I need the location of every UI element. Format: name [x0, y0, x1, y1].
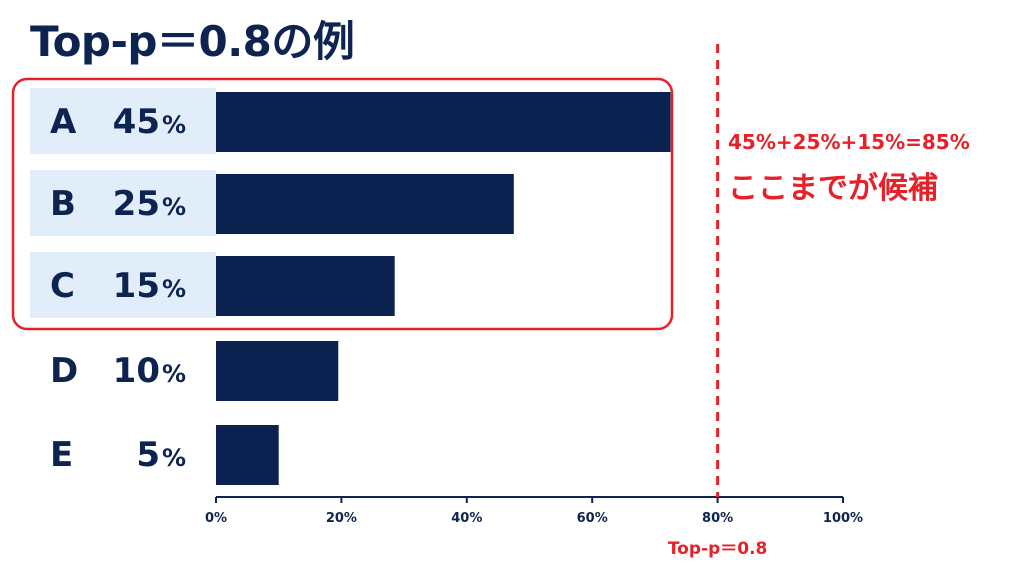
x-tick-label: 0% [205, 511, 227, 526]
x-tick-label: 20% [326, 511, 357, 526]
value-label-e: 5 [136, 435, 160, 475]
bar-d [216, 341, 339, 401]
category-label-d: D [50, 351, 78, 391]
percent-sign-c: % [162, 275, 186, 303]
label-cell-bg-b [30, 170, 216, 236]
label-cell-bg-c [30, 252, 216, 318]
x-tick-label: 80% [702, 511, 733, 526]
percent-sign-d: % [162, 360, 186, 388]
label-cell-bg-a [30, 88, 216, 154]
bar-e [216, 425, 279, 485]
percent-sign-e: % [162, 444, 186, 472]
x-tick-label: 100% [823, 511, 863, 526]
x-tick-label: 40% [451, 511, 482, 526]
bar-b [216, 174, 514, 234]
percent-sign-b: % [162, 193, 186, 221]
value-label-b: 25 [113, 184, 160, 224]
bar-c [216, 256, 395, 316]
page-title: Top-p＝0.8の例 [30, 17, 355, 66]
percent-sign-a: % [162, 111, 186, 139]
candidate-highlight-frame [11, 77, 674, 331]
category-label-b: B [50, 184, 76, 224]
category-label-e: E [50, 435, 73, 475]
bar-a [216, 92, 671, 152]
category-label-c: C [50, 266, 75, 306]
value-label-d: 10 [113, 351, 160, 391]
category-label-a: A [50, 102, 77, 142]
value-label-a: 45 [113, 102, 160, 142]
annotation-sum: 45%+25%+15%=85% [728, 130, 970, 154]
annotation-candidates: ここまでが候補 [728, 171, 938, 206]
threshold-label: Top-p＝0.8 [668, 539, 768, 559]
value-label-c: 15 [113, 266, 160, 306]
x-tick-label: 60% [577, 511, 608, 526]
